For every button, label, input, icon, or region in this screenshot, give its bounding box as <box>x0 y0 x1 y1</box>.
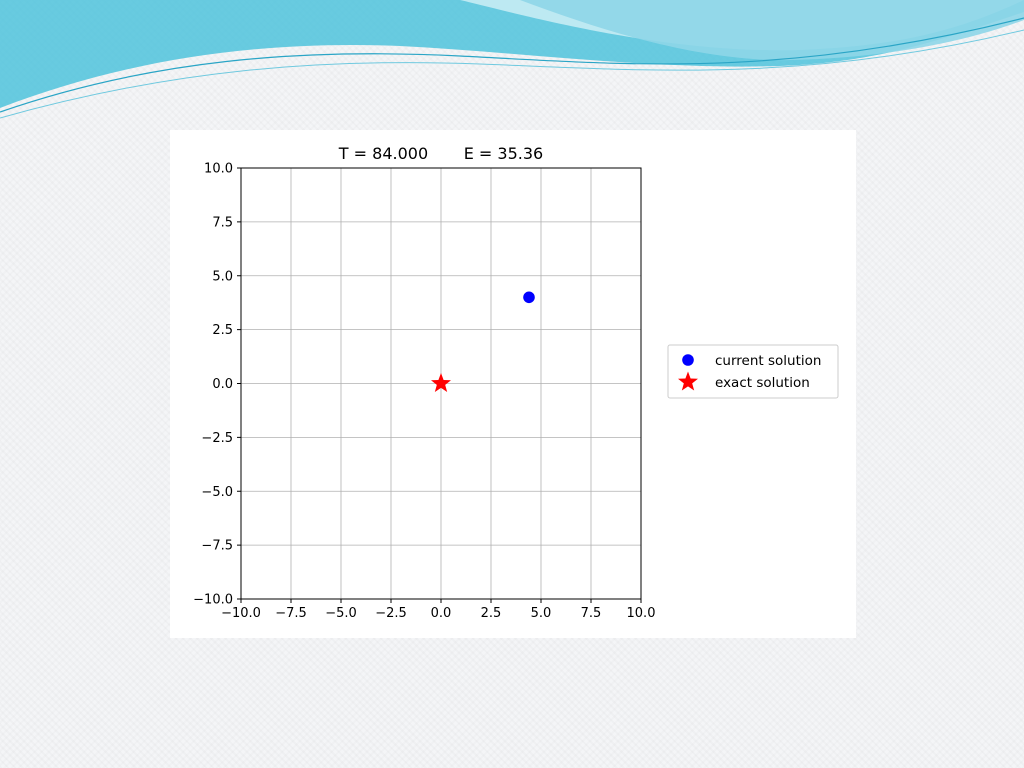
wave-line-1 <box>0 17 1024 113</box>
y-tick-label: 10.0 <box>204 162 233 177</box>
current-solution-marker <box>523 291 535 304</box>
exact-solution-marker <box>431 373 451 392</box>
y-tick-label: 5.0 <box>212 269 233 284</box>
y-tick-label: 7.5 <box>212 215 233 230</box>
wave-line-2 <box>0 29 1024 119</box>
axes: −10.0 −7.5 −5.0 −2.5 0.0 2.5 5.0 7.5 10.0 −10.0 −7… <box>193 162 655 622</box>
legend-marker <box>678 371 698 391</box>
chart-title: T = 84.000 E = 35.36 <box>338 144 543 163</box>
x-tick-label: −7.5 <box>275 606 307 621</box>
x-tick-label: 0.0 <box>431 606 452 621</box>
scatter-chart: T = 84.000 E = 35.36 −10.0 −7.5 −5.0 −2.5 0.… <box>193 144 839 622</box>
y-tick-label: −5.0 <box>201 485 233 500</box>
data-markers <box>431 291 535 392</box>
y-tick-label: −2.5 <box>201 431 233 446</box>
x-tick-label: 5.0 <box>531 606 552 621</box>
legend-marker <box>682 354 694 366</box>
x-tick-label: −10.0 <box>221 606 261 621</box>
y-tick-label: −7.5 <box>201 539 233 554</box>
x-tick-label: −2.5 <box>375 606 407 621</box>
slide-header-wave <box>0 0 1024 119</box>
legend: current solution exact solution <box>667 344 839 399</box>
y-tick-label: 2.5 <box>212 323 233 338</box>
x-tick-label: −5.0 <box>325 606 357 621</box>
y-tick-label: −10.0 <box>193 593 233 608</box>
x-tick-label: 2.5 <box>481 606 502 621</box>
x-tick-label: 7.5 <box>581 606 602 621</box>
y-tick-label: 0.0 <box>212 377 233 392</box>
legend-label: exact solution <box>715 375 810 391</box>
legend-label: current solution <box>715 353 821 369</box>
x-tick-label: 10.0 <box>627 606 656 621</box>
legend-frame <box>667 344 839 399</box>
